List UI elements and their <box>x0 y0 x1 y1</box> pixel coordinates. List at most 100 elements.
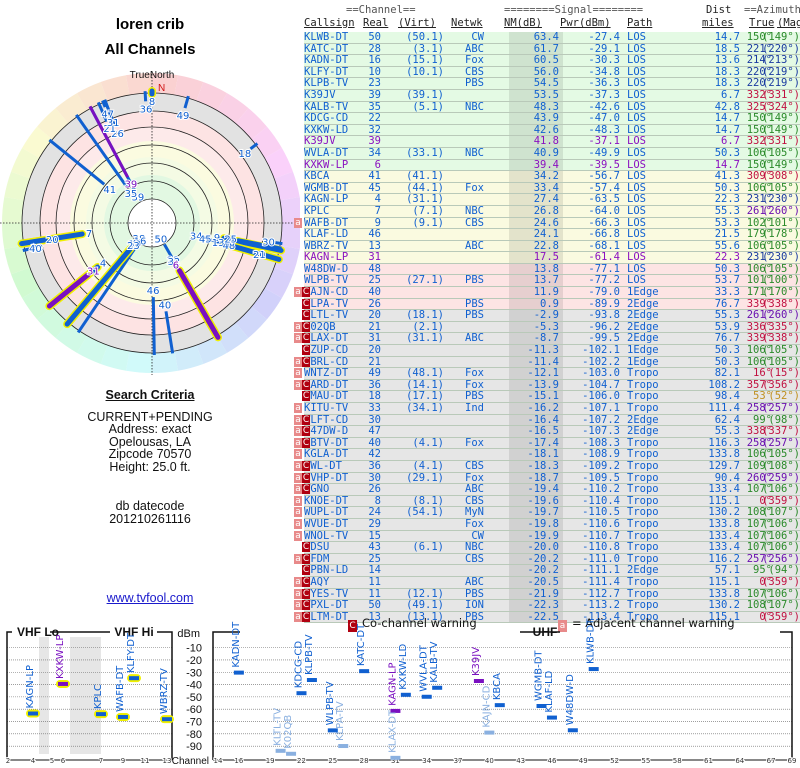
table-row[interactable]: KLWB-DT 50 (50.1) CW 63.4 -27.4 LOS 14.7 150° (14… <box>304 31 800 44</box>
cochannel-warning-icon: C <box>302 600 310 611</box>
station-channel-label: 31 <box>107 118 120 129</box>
network-cell: PBS <box>465 77 484 90</box>
table-row[interactable]: WVUE-DT 29 Fox -19.8 -110.6 Tropo 133.8 107° (10… <box>294 518 800 531</box>
table-row[interactable]: KGLA-DT 42 -18.1 -108.9 Tropo 133.8 106° (105°)… <box>294 449 800 461</box>
callsign-cell: KVHP-DT <box>304 471 349 484</box>
azimuth-color-sector <box>217 93 249 124</box>
table-row[interactable]: KITU-TV 33 (34.1) Ind -16.2 -107.1 Tropo 111.4 2… <box>294 402 800 415</box>
real-channel-cell: 23 <box>368 77 381 90</box>
location-title: loren crib <box>115 16 185 33</box>
power-cell: -79.0 <box>588 286 620 299</box>
azimuth-magnetic-cell: (106°) <box>762 483 800 496</box>
x-tick-label: 67 <box>767 757 776 765</box>
table-row[interactable]: KLTL-TV 20 (18.1) PBS -2.9 -93.8 2Edge 55.3 261°… <box>302 310 800 322</box>
azimuth-true-cell: 108° <box>746 599 772 612</box>
table-row[interactable]: WLFT-CD 30 -16.4 -107.2 2Edge 62.4 99° (98°) a C <box>294 414 800 427</box>
table-row[interactable]: KAGN-LP 31 17.5 -61.4 LOS 22.3 231° (230°) <box>304 252 800 264</box>
table-row[interactable]: KPLC 7 (7.1) NBC 26.8 -64.0 LOS 55.3 261° (260°) <box>304 205 800 218</box>
x-tick-label: 5 <box>50 757 54 765</box>
table-row[interactable]: WGNO 26 ABC -19.4 -110.2 Tropo 133.4 107° (106°)… <box>294 483 800 496</box>
table-row[interactable]: KAJN-CD 40 11.9 -79.0 1Edge 33.3 171° (170°) a C <box>294 286 800 299</box>
table-row[interactable]: KDCG-CD 22 43.9 -47.0 LOS 14.7 150° (149°) <box>304 113 800 125</box>
adjacent-warning-icon: a <box>294 600 302 611</box>
table-row[interactable]: KLPB-TV 23 PBS 54.5 -36.3 LOS 18.3 220° (219°) <box>304 78 800 90</box>
path-cell: Tropo <box>627 575 659 588</box>
azimuth-magnetic-cell: (149°) <box>762 158 800 171</box>
table-row[interactable]: K47DW-D 47 -16.5 -107.3 2Edge 55.3 338° (337°) a… <box>294 426 800 438</box>
spectrum-point: KLAX-DT <box>387 709 401 760</box>
table-row[interactable]: WAFB-DT 9 (9.1) CBS 24.6 -66.3 LOS 53.3 102° (101… <box>294 217 800 230</box>
x-tick-label: 40 <box>485 757 494 765</box>
table-row[interactable]: KBTV-DT 40 (4.1) Fox -17.4 -108.3 Tropo 116.3 25… <box>294 437 800 450</box>
table-row[interactable]: K39JV 39 (39.1) 53.5 -37.3 LOS 6.7 332° (331°) <box>304 89 800 102</box>
point-marker <box>359 669 370 674</box>
table-row[interactable]: KLPA-TV 26 PBS 0.9 -89.9 2Edge 76.7 339° (338°) C <box>302 297 800 311</box>
x-axis-label: Channel <box>172 756 209 767</box>
table-row[interactable]: K39JV 39 41.8 -37.1 LOS 6.7 332° (331°) <box>304 136 800 148</box>
spectrum-point: W48DW-D <box>565 674 578 733</box>
virtual-channel-cell: (12.1) <box>406 587 444 600</box>
station-bar <box>265 254 280 261</box>
station-channel-label: 49 <box>177 111 190 122</box>
table-row[interactable]: KAGN-LP 4 (31.1) 27.4 -63.5 LOS 22.3 231° (230°) <box>304 194 800 206</box>
table-row[interactable]: WNOL-TV 15 CW -19.9 -110.7 Tropo 133.4 107° (106… <box>294 530 800 543</box>
table-row[interactable]: KXKW-LD 32 42.6 -48.3 LOS 14.7 150° (149°) <box>304 124 800 137</box>
table-row[interactable]: W48DW-D 48 13.8 -77.1 LOS 50.3 106° (105°) <box>304 262 800 276</box>
station-bearing: 9 <box>213 232 286 255</box>
table-row[interactable]: KPBN-LD 14 -20.2 -111.1 2Edge 57.1 95° (94°) C <box>302 565 800 577</box>
real-channel-cell: 24 <box>368 506 381 519</box>
spectrum-point: KPLC <box>93 684 108 719</box>
table-row[interactable]: KLAF-LD 46 24.1 -66.8 LOS 21.5 179° (178°) <box>304 228 800 241</box>
x-tick-label: 6 <box>61 757 66 765</box>
real-channel-cell: 21 <box>368 355 381 368</box>
table-row[interactable]: KLFY-DT 10 (10.1) CBS 56.0 -34.8 LOS 18.3 220° (2… <box>304 65 800 79</box>
table-row[interactable]: KARD-DT 36 (14.1) Fox -13.9 -104.7 Tropo 108.2 3… <box>294 378 800 392</box>
table-row[interactable]: KATC-DT 28 (3.1) ABC 61.7 -29.1 LOS 18.5 221° (22… <box>304 42 800 56</box>
table-row[interactable]: KZUP-CD 20 -11.3 -102.1 1Edge 50.3 106° (105°) C <box>302 344 800 357</box>
nm-cell: -19.6 <box>527 494 559 507</box>
table-row[interactable]: WLPB-TV 25 (27.1) PBS 13.7 -77.2 LOS 53.7 101° (1… <box>304 275 800 288</box>
table-row[interactable]: WYES-TV 11 (12.1) PBS -21.9 -112.7 Tropo 133.8 1… <box>294 587 800 601</box>
tvfool-link[interactable]: www.tvfool.com <box>106 591 194 605</box>
table-row[interactable]: KNOE-DT 8 (8.1) CBS -19.6 -110.4 Tropo 115.1 0°(… <box>294 494 800 508</box>
table-row[interactable]: WNTZ-DT 49 (48.1) Fox -12.1 -103.0 Tropo 82.1 16… <box>294 367 800 380</box>
table-row[interactable]: KALB-TV 35 (5.1) NBC 48.3 -42.6 LOS 42.8 325° (32… <box>304 101 800 114</box>
point-marker <box>306 678 317 683</box>
table-row[interactable]: WGMB-DT 45 (44.1) Fox 33.4 -57.4 LOS 50.3 106° (1… <box>304 181 800 195</box>
table-row[interactable]: KLAX-DT 31 (31.1) ABC -8.7 -99.5 2Edge 76.7 339°… <box>294 332 800 346</box>
cochannel-warning-icon: C <box>302 588 310 599</box>
distance-cell: 108.2 <box>708 378 740 391</box>
table-row[interactable]: KAQY 11 ABC -20.5 -111.4 Tropo 115.1 0° (359°) a C <box>294 575 800 589</box>
callsign-cell: KARD-DT <box>304 378 349 391</box>
table-row[interactable]: WWL-DT 36 (4.1) CBS -18.3 -109.2 Tropo 129.7 109… <box>294 459 800 473</box>
x-tick-label: 46 <box>548 757 557 765</box>
adjacent-warning-icon: a <box>294 553 302 564</box>
virtual-channel-cell: (44.1) <box>406 181 444 194</box>
table-row[interactable]: WMAU-DT 18 (17.1) PBS -15.1 -106.0 Tropo 98.4 53… <box>302 391 800 403</box>
table-row[interactable]: WVLA-DT 34 (33.1) NBC 40.9 -49.9 LOS 50.3 106° (1… <box>304 147 800 160</box>
table-row[interactable]: KVHP-DT 30 (29.1) Fox -18.7 -109.5 Tropo 90.4 26… <box>294 471 800 485</box>
azimuth-true-cell: 107° <box>746 483 772 496</box>
nm-cell: 13.8 <box>533 262 559 275</box>
power-cell: -29.1 <box>588 42 620 55</box>
distance-cell: 129.7 <box>708 459 740 472</box>
cochannel-warning-icon: C <box>302 484 310 495</box>
station-bearing: 30 <box>261 236 283 249</box>
distance-cell: 76.7 <box>714 297 740 310</box>
table-row[interactable]: WUPL-DT 24 (54.1) MyN -19.7 -110.5 Tropo 130.2 1… <box>294 506 800 519</box>
azimuth-true-cell: 332° <box>746 135 772 148</box>
table-row[interactable]: KXKW-LP 6 39.4 -39.5 LOS 14.7 150° (149°) <box>304 158 800 172</box>
table-row[interactable]: WBRZ-TV 13 ABC 22.8 -68.1 LOS 55.6 106° (105°) <box>304 240 800 253</box>
callsign-cell: KLAX-DT <box>304 332 349 345</box>
table-row[interactable]: WPXL-DT 50 (49.1) ION -22.3 -113.2 Tropo 130.2 1… <box>294 599 800 612</box>
azimuth-magnetic-cell: (219°) <box>762 65 800 78</box>
real-channel-cell: 49 <box>368 367 381 380</box>
table-row[interactable]: KLTM-DT 13 (13.1) PBS -22.5 -113.4 Tropo 115.1 0… <box>294 611 800 624</box>
distance-cell: 82.1 <box>714 367 740 380</box>
table-row[interactable]: K02QB 21 (2.1) -5.3 -96.2 2Edge 53.9 336° (335°)… <box>294 321 800 334</box>
table-row[interactable]: KFDM 25 CBS -20.2 -111.0 Tropo 116.2 257° (256°)… <box>294 553 800 566</box>
table-row[interactable]: KBCA 41 (41.1) 34.2 -56.7 LOS 41.3 309° (308°) <box>304 171 800 183</box>
table-row[interactable]: WDSU 43 (6.1) NBC -20.0 -110.8 Tropo 133.4 107°(… <box>302 542 800 554</box>
table-row[interactable]: WBRL-CD 21 -11.4 -102.2 1Edge 50.3 106° (105°) a… <box>294 355 800 369</box>
table-row[interactable]: KADN-DT 16 (15.1) Fox 60.5 -30.3 LOS 13.6 214° (2… <box>304 55 800 67</box>
